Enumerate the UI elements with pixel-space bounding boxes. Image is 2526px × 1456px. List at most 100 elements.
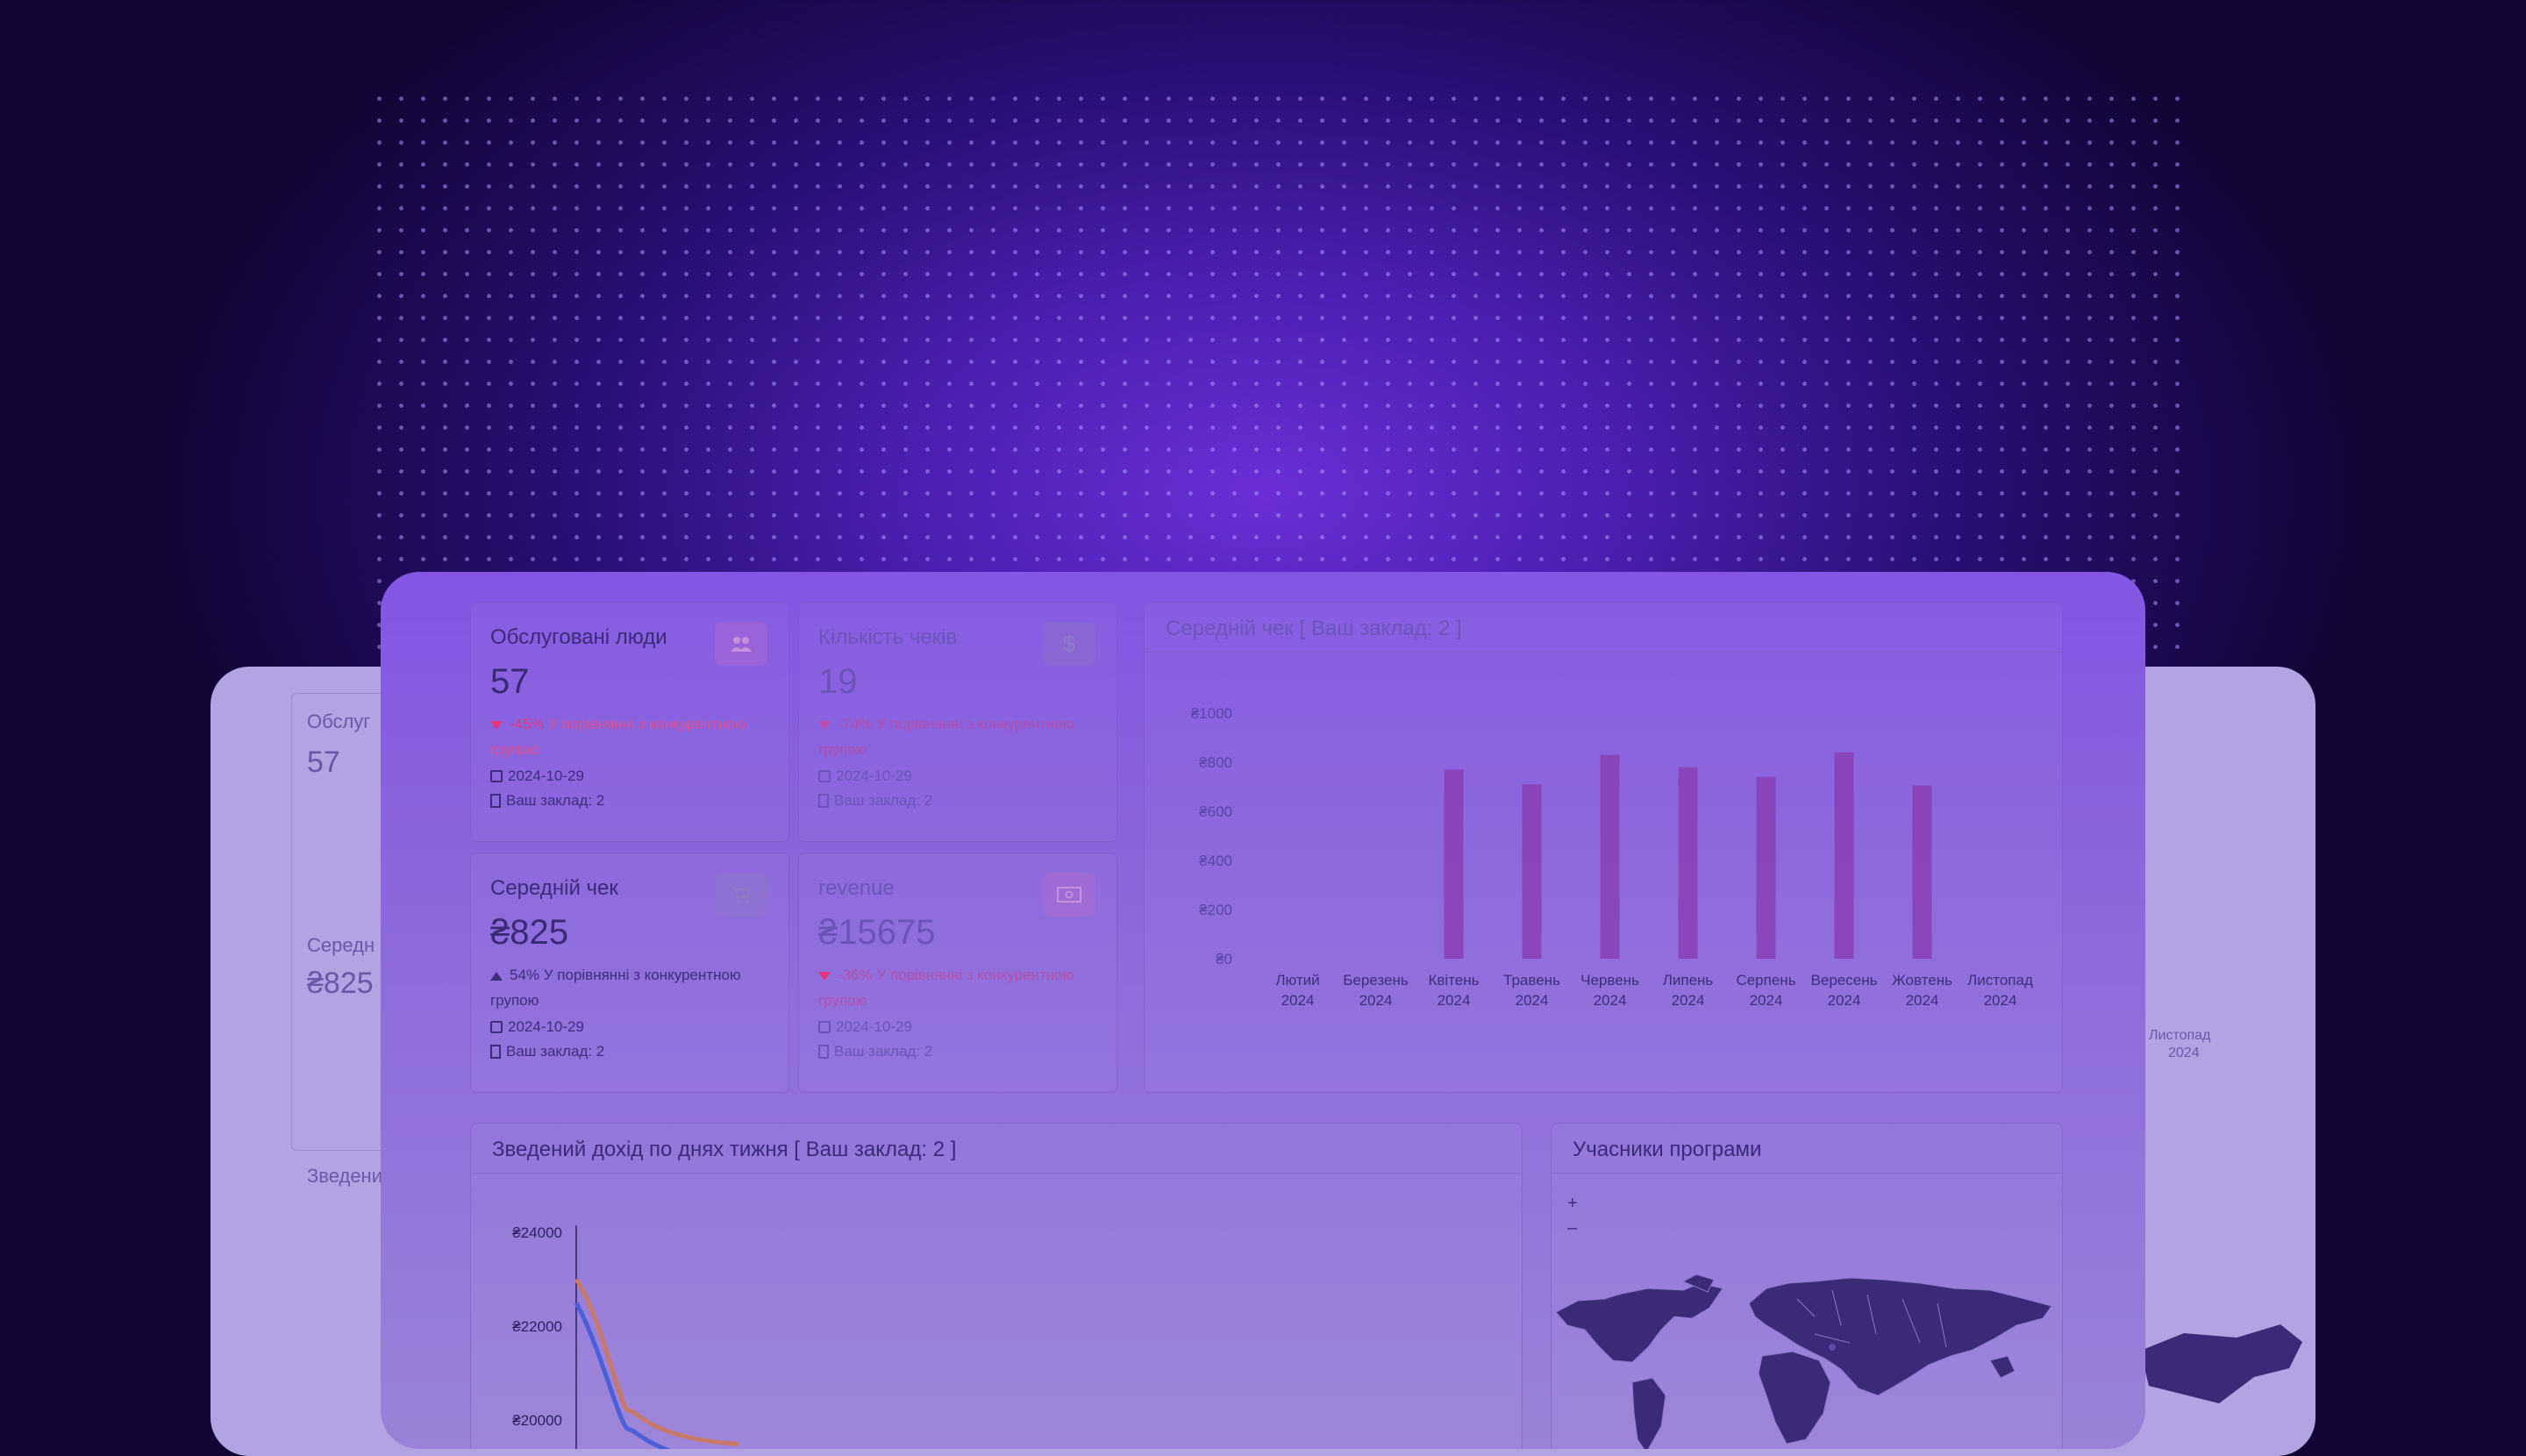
- background-kpi-value: 57: [307, 746, 340, 779]
- x-tick-label: Листопад: [1967, 972, 2033, 989]
- kpi-venue-text: Ваш заклад: 2: [506, 792, 605, 809]
- kpi-date: 2024-10-29: [490, 767, 584, 785]
- x-tick-label: 2024: [1516, 992, 1549, 1009]
- map-zoom-out-button[interactable]: –: [1567, 1218, 1578, 1238]
- y-tick-label: ₴800: [1199, 754, 1232, 771]
- kpi-date: 2024-10-29: [818, 767, 912, 785]
- average-check-chart-card: Середній чек [ Ваш заклад: 2 ] ₴0 ₴200 ₴40…: [1144, 602, 2063, 1093]
- bar: [1678, 767, 1698, 959]
- background-kpi-title: Обслуг: [307, 710, 371, 732]
- kpi-delta-text: У порівнянні з конкурентною групою: [490, 716, 746, 758]
- x-tick-label: 2024: [1984, 992, 2017, 1009]
- calendar-icon: [490, 770, 503, 782]
- dollar-icon: $: [1043, 622, 1095, 666]
- kpi-delta-percent: -45%: [510, 716, 545, 732]
- x-tick-label: 2024: [1359, 992, 1393, 1009]
- background-map-fragment: [2140, 1324, 2302, 1403]
- kpi-date-text: 2024-10-29: [508, 1018, 584, 1035]
- bar: [1756, 776, 1776, 959]
- y-tick-label: ₴600: [1199, 803, 1232, 820]
- card-header: Середній чек [ Ваш заклад: 2 ]: [1145, 603, 2062, 653]
- participants-map-card: Учасники програми + –: [1551, 1123, 2063, 1449]
- bar: [1912, 785, 1932, 959]
- kpi-venue: Ваш заклад: 2: [818, 792, 932, 810]
- building-icon: [490, 1045, 501, 1059]
- kpi-delta: -36% У порівнянні з конкурентною групою: [818, 962, 1108, 1013]
- kpi-delta: -74% У порівнянні з конкурентною групою: [818, 711, 1108, 762]
- map-title: Учасники програми: [1573, 1138, 1762, 1161]
- greenland-shape: [1681, 1274, 1715, 1293]
- x-tick-label: Травень: [1503, 972, 1560, 989]
- calendar-icon: [490, 1021, 503, 1033]
- calendar-icon: [818, 1021, 831, 1033]
- kpi-delta: 54% У порівнянні з конкурентною групою: [490, 962, 780, 1013]
- x-tick-label: Квітень: [1428, 972, 1479, 989]
- chart-title: Зведений дохід по днях тижня [ Ваш закла…: [492, 1138, 957, 1161]
- x-tick-label: 2024: [1828, 992, 1861, 1009]
- background-kpi-title-2: Середн: [307, 934, 375, 956]
- y-tick-label: ₴22000: [512, 1318, 562, 1335]
- kpi-delta-percent: 54%: [510, 967, 540, 983]
- x-tick-label: Серпень: [1736, 972, 1795, 989]
- card-header: Учасники програми: [1552, 1124, 2062, 1174]
- y-tick-label: ₴20000: [512, 1412, 562, 1429]
- kpi-title: Обслуговані люди: [490, 625, 667, 649]
- kpi-title: Середній чек: [490, 876, 618, 900]
- kpi-title: revenue: [818, 876, 895, 900]
- arrow-down-icon: [490, 720, 503, 730]
- kpi-venue: Ваш заклад: 2: [490, 792, 604, 810]
- x-tick-label: Жовтень: [1892, 972, 1952, 989]
- kpi-value: ₴15675: [818, 913, 936, 952]
- kpi-venue: Ваш заклад: 2: [818, 1043, 932, 1060]
- background-kpi-value-2: ₴825: [307, 967, 374, 1000]
- kpi-delta-text: У порівнянні з конкурентною групою: [490, 967, 741, 1009]
- africa-shape: [1758, 1351, 1831, 1445]
- x-tick-label: 2024: [1594, 992, 1627, 1009]
- building-icon: [818, 1045, 829, 1059]
- x-tick-label: Лютий: [1275, 972, 1319, 989]
- kpi-venue: Ваш заклад: 2: [490, 1043, 604, 1060]
- kpi-delta-percent: -36%: [838, 967, 873, 983]
- y-tick-label: ₴200: [1199, 902, 1232, 918]
- x-tick-label: Березень: [1343, 972, 1409, 989]
- x-tick-label: Червень: [1581, 972, 1639, 989]
- x-tick-label: 2024: [1672, 992, 1705, 1009]
- kpi-delta-text: У порівнянні з конкурентною групою: [818, 716, 1074, 758]
- arrow-up-icon: [490, 971, 503, 981]
- south-america-shape: [1631, 1377, 1666, 1449]
- calendar-icon: [818, 770, 831, 782]
- kpi-card-average-check: Середній чек ₴825 54% У порівнянні з кон…: [470, 853, 789, 1093]
- eurasia-shape: [1748, 1277, 2052, 1396]
- participant-marker: [1829, 1344, 1836, 1351]
- arrow-down-icon: [818, 971, 831, 981]
- kpi-date: 2024-10-29: [818, 1018, 912, 1036]
- y-tick-label: ₴1000: [1191, 705, 1232, 722]
- kpi-date: 2024-10-29: [490, 1018, 584, 1036]
- card-header: Зведений дохід по днях тижня [ Ваш закла…: [471, 1124, 1522, 1174]
- cash-icon: [1043, 873, 1095, 917]
- y-tick-label: ₴0: [1216, 951, 1232, 967]
- kpi-date-text: 2024-10-29: [836, 1018, 912, 1035]
- country-borders: [1796, 1289, 1947, 1348]
- building-icon: [490, 794, 501, 808]
- kpi-card-served-people: Обслуговані люди 57 -45% У порівнянні з …: [470, 602, 789, 842]
- weekly-revenue-line-chart: ₴24000 ₴22000 ₴20000: [512, 1224, 739, 1449]
- x-tick-label: Вересень: [1811, 972, 1878, 989]
- kpi-date-text: 2024-10-29: [508, 767, 584, 784]
- kpi-delta-text: У порівнянні з конкурентною групою: [818, 967, 1074, 1009]
- kpi-value: ₴825: [490, 913, 568, 952]
- background-axis-label: Листопад: [2149, 1028, 2211, 1043]
- dot-grid-decoration: [368, 88, 2184, 658]
- average-check-bar-chart: ₴0 ₴200 ₴400 ₴600 ₴800 ₴1000 Лютий 2024 Березень…: [1191, 705, 2033, 1009]
- world-map: [1555, 1274, 2052, 1449]
- chart-title: Середній чек [ Ваш заклад: 2 ]: [1166, 617, 1462, 640]
- kpi-date-text: 2024-10-29: [836, 767, 912, 784]
- kpi-delta: -45% У порівнянні з конкурентною групою: [490, 711, 780, 762]
- kpi-venue-text: Ваш заклад: 2: [834, 1043, 933, 1060]
- japan-shape: [1989, 1355, 2016, 1379]
- map-zoom-in-button[interactable]: +: [1567, 1194, 1578, 1213]
- dashboard-panel: Обслуговані люди 57 -45% У порівнянні з …: [381, 572, 2145, 1449]
- bar: [1600, 754, 1620, 959]
- y-tick-label: ₴400: [1199, 853, 1232, 869]
- kpi-value: 19: [818, 662, 858, 701]
